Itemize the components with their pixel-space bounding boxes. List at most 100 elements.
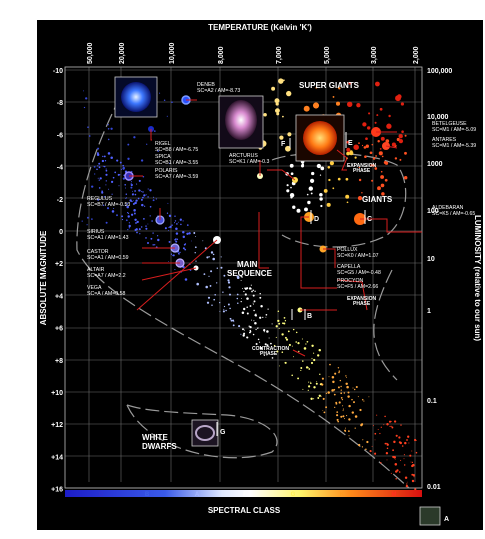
background-star (249, 325, 252, 329)
expansion-phase2-label-1: EXPANSION (347, 296, 376, 302)
background-star (318, 394, 321, 397)
background-star (403, 454, 405, 456)
background-star (111, 210, 115, 213)
background-star (355, 385, 358, 389)
background-star (202, 240, 204, 242)
temperature-tick: 3,000 (371, 46, 378, 64)
background-star (101, 190, 103, 192)
background-star (207, 296, 211, 299)
background-star (403, 458, 405, 460)
antares-name: ANTARES (432, 137, 457, 143)
rigel-sc: SC=B8 / AM=-6.75 (155, 147, 198, 153)
blue-star (107, 138, 110, 141)
giant-star (319, 174, 322, 176)
background-star (229, 307, 231, 310)
background-star (325, 392, 328, 395)
blue-star (157, 150, 159, 152)
background-star (110, 180, 114, 184)
background-star (266, 344, 269, 347)
blue-star (116, 214, 118, 217)
background-star (150, 237, 153, 240)
sirius-name: SIRIUS (87, 229, 105, 235)
giant-star (328, 178, 331, 182)
background-star (133, 212, 136, 215)
background-star (220, 266, 223, 269)
background-star (102, 165, 104, 167)
background-star (266, 355, 268, 356)
background-star (369, 450, 372, 453)
giant-star (290, 196, 293, 199)
background-star (263, 354, 266, 356)
temperature-tick: 10,000 (169, 42, 176, 64)
marker-b: B (307, 313, 312, 320)
background-star (390, 472, 392, 474)
background-star (260, 347, 263, 350)
background-star (386, 422, 389, 426)
background-star (208, 256, 210, 258)
temperature-tick: 20,000 (119, 42, 126, 64)
background-star (191, 240, 193, 242)
background-star (308, 381, 309, 383)
background-star (337, 367, 340, 369)
background-star (105, 168, 107, 170)
blue-star (122, 177, 126, 180)
supergiant-star (312, 102, 320, 109)
background-star (295, 341, 298, 343)
background-star (398, 436, 401, 439)
background-star (268, 337, 270, 339)
background-star (253, 309, 255, 312)
giant-star (327, 166, 331, 169)
spectral-class-label: K (340, 492, 345, 498)
background-star (374, 432, 377, 435)
background-star (283, 317, 286, 319)
supergiant-star (386, 123, 392, 129)
giant-star (323, 188, 328, 193)
background-star (236, 293, 239, 296)
background-star (130, 181, 133, 183)
background-star (145, 237, 147, 239)
background-star (243, 332, 246, 335)
background-star (125, 193, 128, 196)
background-star (250, 284, 252, 286)
giant-star (377, 186, 381, 191)
giant-star (372, 157, 376, 160)
giant-star (286, 184, 289, 187)
giant-star (381, 192, 385, 196)
background-star (338, 371, 340, 374)
spectral-axis-title: SPECTRAL CLASS (208, 506, 281, 515)
background-star (301, 338, 303, 340)
background-star (136, 220, 139, 224)
background-star (284, 336, 287, 339)
background-star (182, 220, 184, 222)
background-star (175, 240, 178, 243)
background-star (411, 461, 414, 464)
background-star (182, 235, 186, 239)
supergiant-star (303, 105, 310, 112)
luminosity-tick: 10,000 (427, 114, 449, 121)
procyon-name: PROCYON (337, 278, 363, 284)
background-star (252, 289, 255, 292)
background-star (126, 212, 129, 214)
giant-star (320, 166, 325, 171)
background-star (361, 446, 364, 448)
background-star (308, 385, 311, 388)
blue-star (152, 199, 155, 202)
giant-star (370, 164, 373, 167)
background-star (168, 261, 169, 262)
supergiant-star (375, 81, 380, 87)
background-star (253, 300, 256, 303)
background-star (152, 244, 154, 246)
background-star (383, 424, 385, 426)
background-star (288, 348, 289, 350)
background-star (360, 423, 363, 427)
giant-star (309, 178, 315, 184)
blue-star (91, 218, 93, 220)
giant-star (380, 183, 385, 188)
background-star (140, 198, 143, 201)
background-star (175, 227, 178, 231)
background-star (257, 338, 260, 341)
background-star (262, 316, 264, 318)
background-star (351, 411, 354, 414)
background-star (96, 168, 98, 171)
